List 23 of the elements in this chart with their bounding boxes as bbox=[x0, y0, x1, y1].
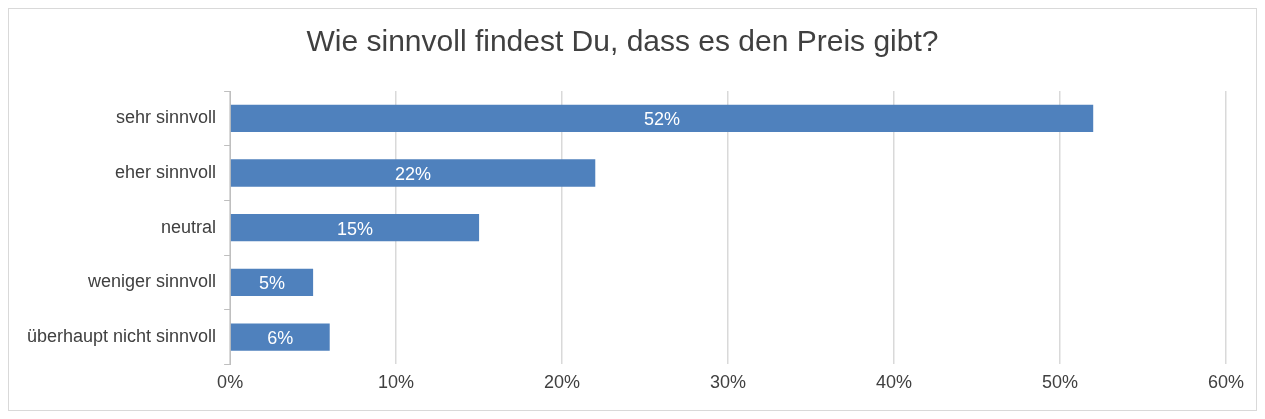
data-label: 22% bbox=[395, 163, 432, 184]
y-tick-label: überhaupt nicht sinnvoll bbox=[27, 326, 217, 347]
x-tick-label: 50% bbox=[1042, 372, 1079, 393]
x-tick-label: 30% bbox=[710, 372, 747, 393]
data-label: 15% bbox=[336, 218, 373, 239]
y-tick-label: neutral bbox=[161, 216, 217, 237]
chart-title: Wie sinnvoll findest Du, dass es den Preis gibt? bbox=[306, 24, 939, 58]
bar bbox=[230, 159, 596, 187]
y-tick-label: sehr sinnvoll bbox=[116, 107, 217, 128]
x-tick-label: 20% bbox=[544, 372, 581, 393]
bar bbox=[230, 323, 330, 351]
y-tick-label: eher sinnvoll bbox=[115, 161, 217, 182]
x-tick-label: 60% bbox=[1207, 372, 1245, 393]
x-tick-label: 0% bbox=[217, 372, 244, 393]
bar bbox=[230, 214, 480, 242]
data-label: 52% bbox=[644, 109, 681, 130]
x-tick-label: 40% bbox=[876, 372, 913, 393]
bar bbox=[230, 104, 1094, 133]
data-label: 6% bbox=[267, 328, 294, 349]
data-label: 5% bbox=[258, 273, 285, 294]
y-tick-label: weniger sinnvoll bbox=[87, 271, 217, 292]
x-tick-label: 10% bbox=[378, 372, 415, 393]
bar bbox=[230, 268, 314, 297]
